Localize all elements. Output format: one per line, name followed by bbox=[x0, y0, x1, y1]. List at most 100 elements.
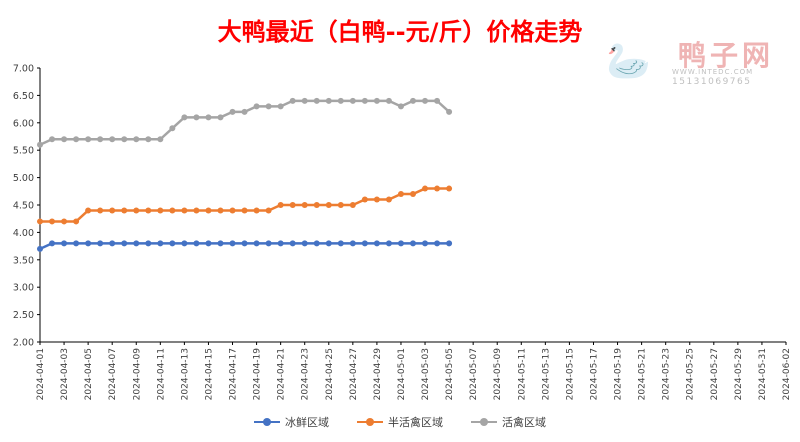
data-point bbox=[37, 245, 43, 252]
watermark: 🦢 鸭子网 WWW.INTEDC.COM 15131069765 bbox=[606, 40, 782, 88]
x-tick-label: 2024-04-05 bbox=[84, 348, 94, 400]
data-point bbox=[205, 240, 212, 247]
x-tick-label: 2024-05-15 bbox=[565, 348, 575, 400]
chart-legend: 冰鲜区域 半活禽区域 活禽区域 bbox=[0, 414, 800, 430]
data-point bbox=[422, 185, 429, 192]
x-tick-label: 2024-04-07 bbox=[108, 348, 118, 400]
x-tick-label: 2024-04-27 bbox=[349, 348, 359, 400]
data-point bbox=[157, 207, 164, 214]
legend-label: 半活禽区域 bbox=[388, 416, 443, 429]
data-point bbox=[169, 125, 176, 132]
data-point bbox=[49, 218, 56, 225]
data-point bbox=[37, 218, 43, 225]
data-point bbox=[181, 114, 188, 121]
data-point bbox=[205, 114, 212, 121]
data-point bbox=[277, 202, 284, 208]
duck-logo-icon: 🦢 bbox=[606, 41, 651, 82]
data-point bbox=[277, 240, 284, 247]
data-point bbox=[289, 97, 296, 104]
data-point bbox=[265, 240, 272, 247]
data-point bbox=[241, 240, 248, 247]
x-tick-label: 2024-05-09 bbox=[493, 348, 503, 401]
data-point bbox=[289, 240, 296, 247]
data-point bbox=[133, 240, 140, 247]
data-point bbox=[217, 240, 224, 247]
legend-swatch-icon bbox=[357, 418, 383, 426]
legend-label: 冰鲜区域 bbox=[285, 416, 329, 429]
data-point bbox=[253, 207, 260, 214]
data-point bbox=[97, 207, 104, 214]
data-point bbox=[373, 196, 380, 203]
data-point bbox=[145, 207, 152, 214]
x-tick-label: 2024-06-02 bbox=[782, 348, 792, 400]
data-point bbox=[133, 207, 140, 214]
data-point bbox=[385, 240, 392, 247]
data-point bbox=[373, 240, 380, 247]
data-point bbox=[109, 240, 116, 247]
x-tick-label: 2024-04-15 bbox=[204, 348, 214, 400]
data-point bbox=[253, 103, 260, 110]
data-point bbox=[301, 202, 308, 208]
data-point bbox=[73, 218, 80, 225]
y-tick-label: 2.50 bbox=[13, 310, 34, 321]
data-point bbox=[193, 240, 200, 247]
x-tick-label: 2024-04-11 bbox=[156, 348, 166, 400]
x-tick-label: 2024-04-01 bbox=[36, 348, 46, 400]
legend-swatch-icon bbox=[471, 418, 497, 426]
chart-title: 大鸭最近（白鸭--元/斤）价格走势 bbox=[217, 18, 583, 46]
data-point bbox=[217, 207, 224, 214]
data-point bbox=[169, 207, 176, 214]
x-tick-label: 2024-04-17 bbox=[229, 348, 239, 400]
data-point bbox=[349, 97, 356, 104]
x-tick-label: 2024-04-21 bbox=[277, 348, 287, 400]
data-point bbox=[385, 196, 392, 203]
data-point bbox=[337, 240, 344, 247]
data-point bbox=[97, 136, 104, 143]
x-tick-label: 2024-04-25 bbox=[325, 348, 335, 400]
y-tick-label: 2.00 bbox=[13, 338, 34, 349]
data-point bbox=[361, 240, 368, 247]
data-point bbox=[325, 240, 332, 247]
data-point bbox=[145, 136, 152, 143]
data-point bbox=[85, 240, 92, 247]
data-point bbox=[361, 196, 368, 203]
data-point bbox=[265, 207, 272, 214]
x-tick-label: 2024-05-01 bbox=[397, 348, 407, 400]
x-tick-label: 2024-05-29 bbox=[734, 348, 744, 401]
data-point bbox=[446, 108, 453, 115]
data-point bbox=[397, 103, 404, 110]
data-point bbox=[241, 108, 248, 115]
data-point bbox=[181, 240, 188, 247]
data-point bbox=[446, 240, 453, 247]
x-tick-label: 2024-04-29 bbox=[373, 348, 383, 401]
data-point bbox=[121, 240, 128, 247]
y-tick-label: 5.50 bbox=[13, 146, 34, 157]
data-point bbox=[241, 207, 248, 214]
y-tick-label: 6.00 bbox=[13, 118, 34, 129]
data-point bbox=[337, 97, 344, 104]
data-point bbox=[313, 202, 320, 208]
y-tick-label: 7.00 bbox=[13, 64, 34, 75]
x-tick-label: 2024-04-23 bbox=[301, 348, 311, 400]
legend-item: 活禽区域 bbox=[471, 414, 546, 430]
x-tick-label: 2024-05-17 bbox=[589, 348, 599, 400]
data-point bbox=[265, 103, 272, 110]
data-point bbox=[349, 202, 356, 208]
data-point bbox=[277, 103, 284, 110]
legend-swatch-icon bbox=[254, 418, 280, 426]
y-tick-label: 4.50 bbox=[13, 201, 34, 212]
x-tick-label: 2024-05-25 bbox=[686, 348, 696, 400]
data-point bbox=[157, 240, 164, 247]
data-point bbox=[313, 97, 320, 104]
data-point bbox=[73, 136, 80, 143]
data-point bbox=[157, 136, 164, 143]
data-point bbox=[85, 136, 92, 143]
data-point bbox=[193, 207, 200, 214]
data-point bbox=[422, 97, 429, 104]
data-point bbox=[253, 240, 260, 247]
data-point bbox=[410, 97, 416, 104]
data-point bbox=[73, 240, 80, 247]
x-tick-label: 2024-05-23 bbox=[662, 348, 672, 400]
data-point bbox=[133, 136, 140, 143]
data-point bbox=[385, 97, 392, 104]
